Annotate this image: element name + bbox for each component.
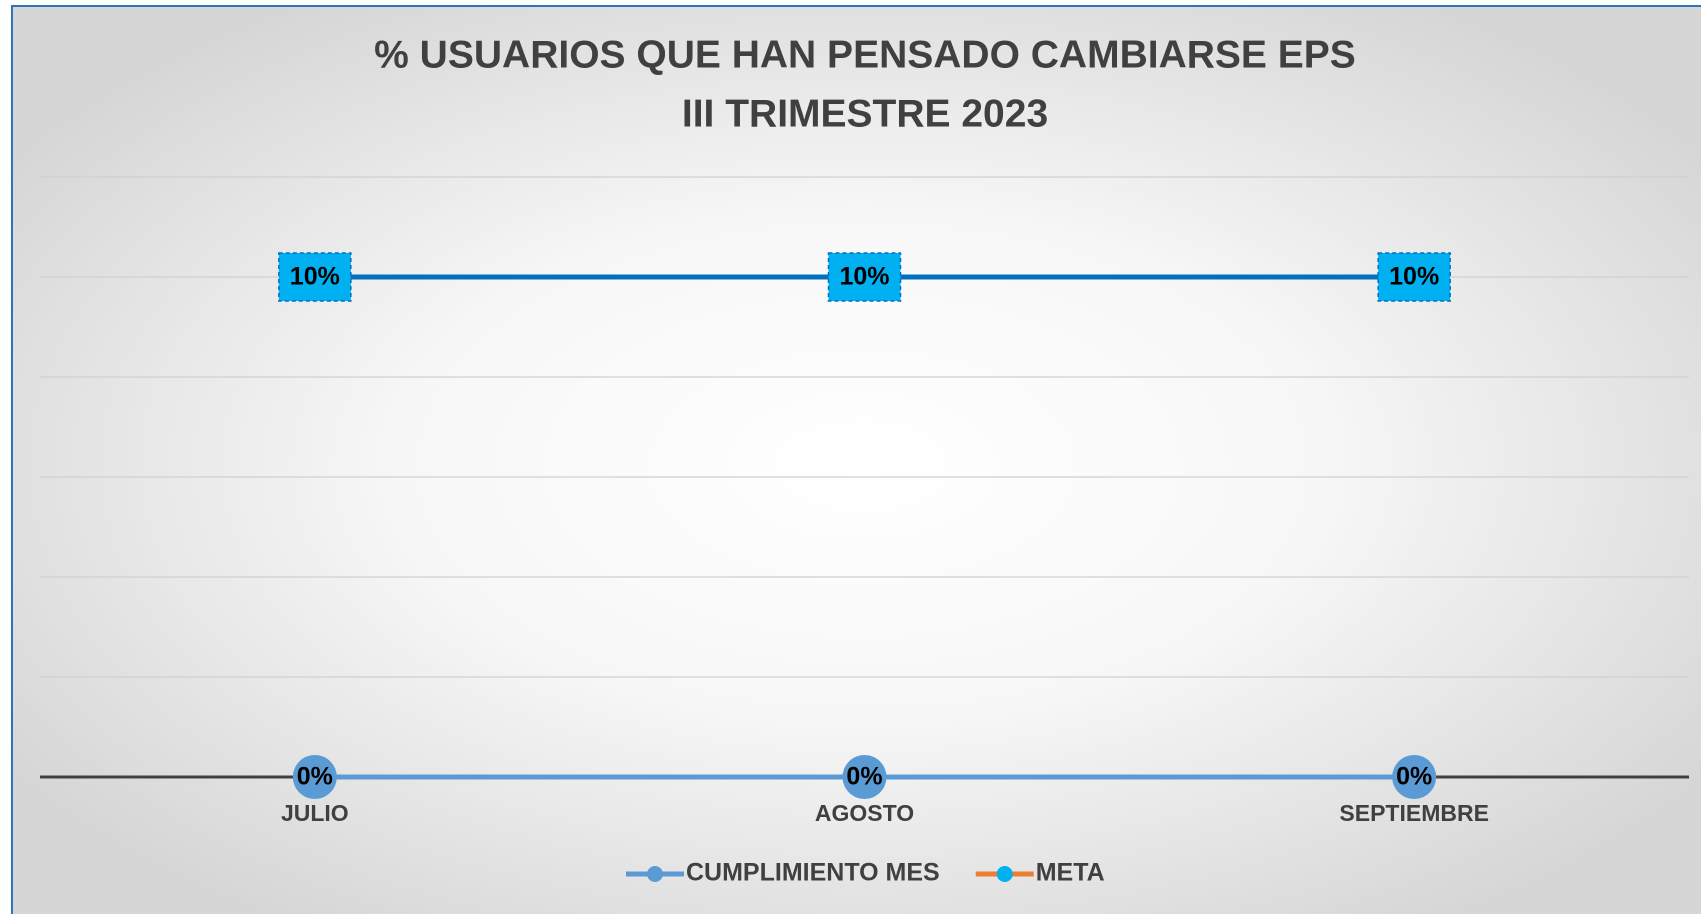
data-label: 10%: [1389, 263, 1439, 291]
legend-label: META: [1036, 859, 1105, 887]
x-tick-label: SEPTIEMBRE: [1339, 800, 1489, 826]
marker: [278, 252, 352, 302]
chart-title: % USUARIOS QUE HAN PENSADO CAMBIARSE EPS: [374, 33, 1356, 76]
data-label: 0%: [846, 763, 882, 791]
x-tick-label: AGOSTO: [815, 800, 914, 826]
data-label: 0%: [297, 763, 333, 791]
data-label: 10%: [290, 263, 340, 291]
marker: [842, 755, 887, 799]
legend-marker: [996, 866, 1013, 882]
chart-subtitle: III TRIMESTRE 2023: [682, 92, 1048, 135]
marker: [1392, 755, 1437, 799]
data-label: 10%: [839, 263, 889, 291]
marker: [292, 755, 337, 799]
legend-marker: [647, 866, 663, 882]
x-tick-label: JULIO: [281, 800, 349, 826]
data-label: 0%: [1396, 763, 1432, 791]
legend-label: CUMPLIMIENTO MES: [686, 859, 940, 887]
marker: [1377, 252, 1451, 302]
marker: [827, 252, 902, 302]
